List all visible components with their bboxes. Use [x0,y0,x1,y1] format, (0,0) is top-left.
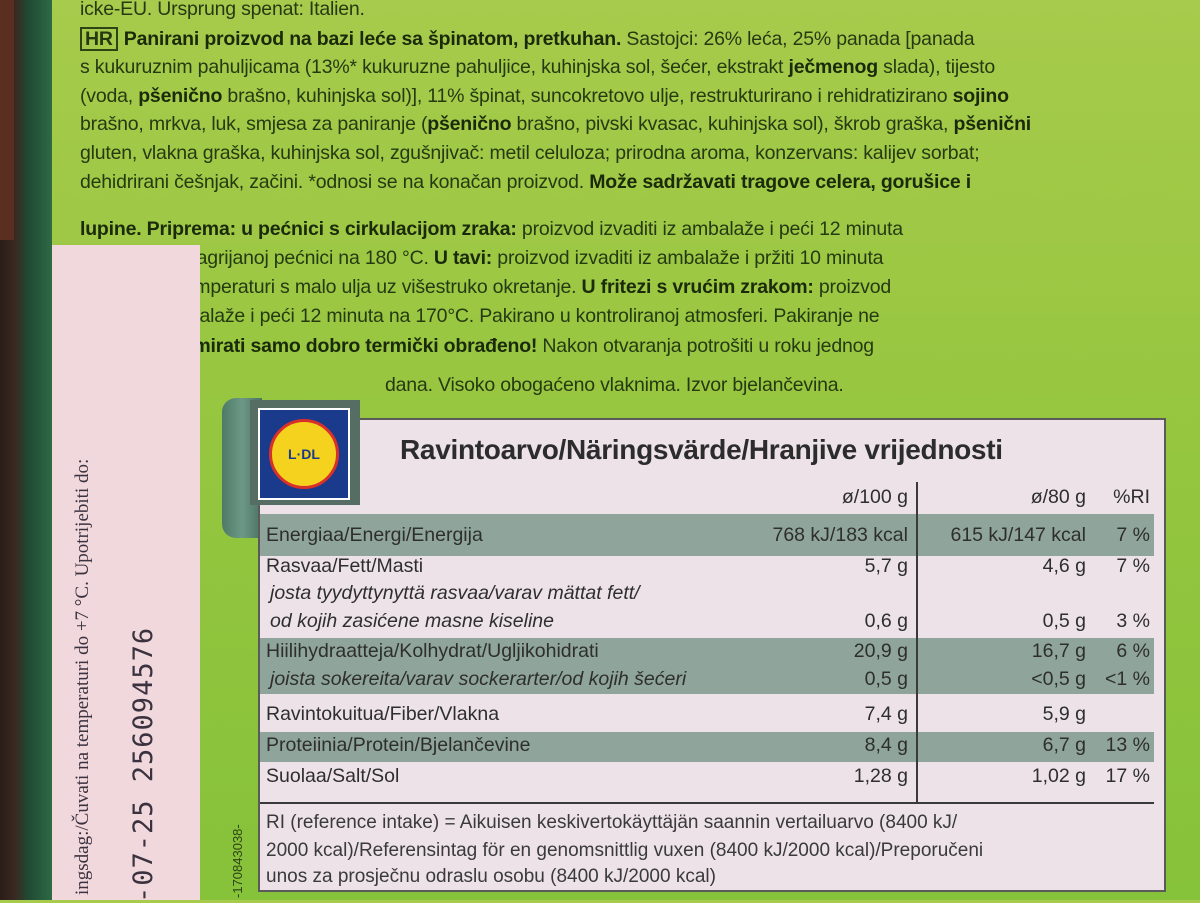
text: (voda, [80,85,139,107]
bold-text: U fritezi s vrućim zrakom: [581,276,814,298]
text: slada), tijesto [877,56,996,78]
bold-text: ječmenog [788,56,879,78]
text: icke-EU. Ursprung spenat: Italien. [80,0,365,20]
ingredients-line: HR Panirani proizvod na bazi leće sa špin… [80,27,975,51]
ingredients-line: na srednjoj temperaturi s malo ulja uz v… [80,276,891,299]
text: Nakon otvaranja potrošiti u roku jednog [537,335,874,357]
value-ri: 3 % [1116,610,1150,632]
value-ri: 17 % [1105,765,1150,787]
value-per-80g: 615 kJ/147 kcal [950,524,1086,546]
text: gluten, vlakna graška, kuhinjska sol, zg… [80,142,980,164]
nutrient-label: Proteiinia/Protein/Bjelančevine [266,734,531,756]
value-per-100g: 0,5 g [864,668,908,690]
language-badge: HR [80,27,118,51]
bold-text: Može sadržavati tragove celera, gorušice… [589,171,971,193]
nutrient-label: Energiaa/Energi/Energija [266,524,483,546]
text: proizvod [813,276,891,298]
ingredients-line: dehidrirani češnjak, začini. *odnosi se … [80,171,971,194]
column-divider [916,482,918,802]
nutrient-label: od kojih zasićene masne kiseline [270,610,554,632]
text: Sastojci: 26% leća, 25% panada [panada [621,28,975,50]
value-per-100g: 20,9 g [853,640,908,662]
ingredients-line: s kukuruznim pahuljicama (13%* kukuruzne… [80,56,995,79]
ingredients-line: dana. Visoko obogaćeno vlaknima. Izvor b… [385,374,844,397]
header-ri: %RI [1113,486,1150,508]
text: izvaditi iz ambalaže i peći 12 minuta na… [80,305,880,327]
value-per-80g: 16,7 g [1031,640,1086,662]
value-per-80g: 0,5 g [1042,610,1086,632]
ingredients-line: brašno, mrkva, luk, smjesa za paniranje … [80,113,1031,136]
bold-text: Panirani proizvod na bazi leće sa špinat… [123,28,622,50]
bold-text: pšenični [953,113,1032,135]
nutrient-label: joista sokereita/varav sockerarter/od ko… [270,668,687,690]
value-per-80g: 5,9 g [1042,703,1086,725]
storage-text: ingsdag:/Čuvati na temperaturi do +7 °C.… [72,458,93,895]
nutrition-title: Ravintoarvo/Näringsvärde/Hranjive vrijed… [400,434,1003,465]
footnote-line: unos za prosječnu odraslu osobu (8400 kJ… [266,866,716,887]
header-per-100g: ø/100 g [841,486,908,508]
ingredients-line: gluten, vlakna graška, kuhinjska sol, zg… [80,142,980,165]
value-per-80g: 1,02 g [1031,765,1086,787]
nutrient-label: josta tyydyttynyttä rasvaa/varav mättat … [270,582,640,604]
bold-text: pšenično [138,85,223,107]
package-edge-brown [0,0,14,240]
nutrient-label: Ravintokuitua/Fiber/Vlakna [266,703,500,725]
bold-text: sojino [952,85,1009,107]
date-sticker: ingsdag:/Čuvati na temperaturi do +7 °C.… [52,245,200,903]
value-per-100g: 1,28 g [853,765,908,787]
bold-text: U tavi: [433,247,493,269]
footnote-line: RI (reference intake) = Aikuisen keskive… [266,812,958,833]
value-ri: 13 % [1105,734,1150,756]
lidl-logo-circle: L·DL [269,419,339,489]
header-per-80g: ø/80 g [1030,486,1086,508]
value-per-100g: 5,7 g [864,555,908,577]
text: dehidrirani češnjak, začini. *odnosi se … [80,171,590,193]
text: brašno, pivski kvasac, kuhinjska sol), š… [511,113,954,135]
nutrient-label: Suolaa/Salt/Sol [266,765,400,787]
text: s kukuruznim pahuljicama (13%* kukuruzne… [80,56,789,78]
value-per-80g: <0,5 g [1031,668,1086,690]
row-shade [260,732,1154,762]
row-shade [260,514,1154,556]
text: brašno, mrkva, luk, smjesa za paniranje … [80,113,428,135]
text: proizvod izvaditi iz ambalaže i peći 12 … [516,218,903,240]
value-per-100g: 8,4 g [864,734,908,756]
value-per-100g: 768 kJ/183 kcal [772,524,908,546]
ingredients-line: u prethodno zagrijanoj pećnici na 180 °C… [80,247,884,270]
value-per-100g: 0,6 g [864,610,908,632]
footnote-divider [260,802,1154,804]
ingredients-line: lupine. Priprema: u pećnici s cirkulacij… [80,218,903,241]
ingredients-line: (voda, pšenično brašno, kuhinjska sol)],… [80,85,1009,108]
text: proizvod izvaditi iz ambalaže i pržiti 1… [492,247,884,269]
ingredients-line: izvaditi iz ambalaže i peći 12 minuta na… [80,305,880,328]
value-ri: 7 % [1116,555,1150,577]
value-ri: 6 % [1116,640,1150,662]
bold-text: lupine. Priprema: u pećnici s cirkulacij… [80,218,517,240]
value-ri: <1 % [1105,668,1150,690]
nutrition-table: Ravintoarvo/Näringsvärde/Hranjive vrijed… [258,418,1166,892]
text: dana. Visoko obogaćeno vlaknima. Izvor b… [385,374,844,396]
footnote-line: 2000 kcal)/Referensintag för en genomsni… [266,840,984,861]
value-ri: 7 % [1116,524,1150,546]
print-code: -170843038- [230,824,245,898]
value-per-80g: 4,6 g [1042,555,1086,577]
bold-text: Konzumirati samo dobro termički obrađeno… [134,335,538,357]
ingredients-line: icke-EU. Ursprung spenat: Italien. [80,0,365,21]
row-shade [260,638,1154,694]
date-batch-code: -07-25 256094576 [128,626,159,903]
text: brašno, kuhinjska sol)], 11% špinat, sun… [222,85,953,107]
nutrient-label: Hiilihydraatteja/Kolhydrat/Ugljikohidrat… [266,640,599,662]
value-per-80g: 6,7 g [1042,734,1086,756]
bold-text: pšenično [427,113,512,135]
nutrient-label: Rasvaa/Fett/Masti [266,555,424,577]
text: na srednjoj temperaturi s malo ulja uz v… [80,276,582,298]
value-per-100g: 7,4 g [864,703,908,725]
lidl-logo: L·DL [250,400,360,505]
